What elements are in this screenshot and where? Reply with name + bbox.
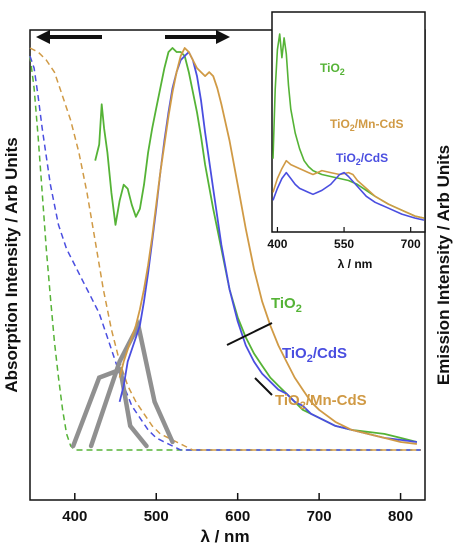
x-axis-ticks: 400 500 600 700 800 bbox=[62, 493, 413, 525]
inset-label-tio2-cds-suffix: /CdS bbox=[361, 151, 388, 165]
left-axis-title: Absorption Intensity / Arb Units bbox=[2, 137, 21, 392]
emission-line-tio2-0 bbox=[94, 47, 418, 443]
annotation-tio2-subscript: 2 bbox=[296, 303, 302, 315]
absorption-line-tio2-mn-cds-5 bbox=[29, 47, 421, 451]
inset-x-tick-label-550: 550 bbox=[334, 237, 354, 251]
inset-x-axis-title: λ / nm bbox=[338, 257, 373, 271]
inset-label-tio2-mn-cds-suffix: /Mn-CdS bbox=[355, 117, 404, 131]
inset-line-tio2-cds bbox=[272, 171, 425, 221]
inset-x-tick-label-400: 400 bbox=[267, 237, 287, 251]
inset-label-tio2-mn-cds: TiO2/Mn-CdS bbox=[330, 117, 403, 133]
excitation-curves bbox=[70, 318, 175, 449]
excitation-line-excitation-peak-2-7 bbox=[88, 318, 175, 449]
annotation-tio2-cds: TiO2/CdS bbox=[282, 345, 347, 365]
inset-x-axis-ticks: 400 550 700 bbox=[267, 227, 421, 251]
annotation-tio2-cds-suffix: /CdS bbox=[313, 345, 347, 362]
inset-line-tio2-mn-cds bbox=[272, 159, 425, 219]
annotation-pointer-tio2-mn-cds bbox=[254, 377, 273, 396]
inset-emission-curves bbox=[272, 33, 425, 221]
x-axis-title: λ / nm bbox=[200, 527, 249, 546]
annotation-tio2-cds-subscript: 2 bbox=[307, 353, 313, 365]
inset-label-tio2-mn-cds-subscript: 2 bbox=[350, 123, 355, 133]
inset-label-tio2-subscript: 2 bbox=[340, 67, 345, 77]
emission-line-tio2-cds-1 bbox=[118, 51, 418, 443]
excitation-line-excitation-peak-1-6 bbox=[70, 366, 149, 449]
inset-label-tio2-cds-subscript: 2 bbox=[356, 157, 361, 167]
inset-label-tio2: TiO2 bbox=[320, 61, 345, 77]
annotation-tio2-mn-cds-subscript: 2 bbox=[300, 400, 306, 412]
x-tick-label-500: 500 bbox=[144, 508, 169, 525]
inset-chart: 400 550 700 TiO2 TiO2/Mn-CdS TiO2/CdS λ / … bbox=[267, 11, 426, 271]
main-plot-frame bbox=[29, 29, 426, 501]
inset-frame bbox=[271, 11, 426, 233]
inset-label-tio2-cds: TiO2/CdS bbox=[336, 151, 388, 167]
x-tick-label-400: 400 bbox=[62, 508, 87, 525]
annotation-pointer-tio2 bbox=[226, 322, 273, 346]
inset-x-tick-label-700: 700 bbox=[401, 237, 421, 251]
x-tick-label-800: 800 bbox=[388, 508, 413, 525]
annotation-tio2: TiO2 bbox=[271, 295, 302, 315]
emission-line-tio2-mn-cds-2 bbox=[118, 47, 418, 445]
x-tick-label-700: 700 bbox=[307, 508, 332, 525]
annotation-tio2-mn-cds: TiO2/Mn-CdS bbox=[275, 392, 367, 412]
emission-direction-arrow bbox=[165, 30, 230, 44]
right-axis-title: Emission Intensity / Arb Units bbox=[434, 145, 453, 385]
x-tick-label-600: 600 bbox=[225, 508, 250, 525]
emission-curves bbox=[94, 47, 418, 445]
annotation-tio2-mn-cds-suffix: /Mn-CdS bbox=[306, 392, 367, 409]
absorption-direction-arrow bbox=[36, 30, 102, 44]
